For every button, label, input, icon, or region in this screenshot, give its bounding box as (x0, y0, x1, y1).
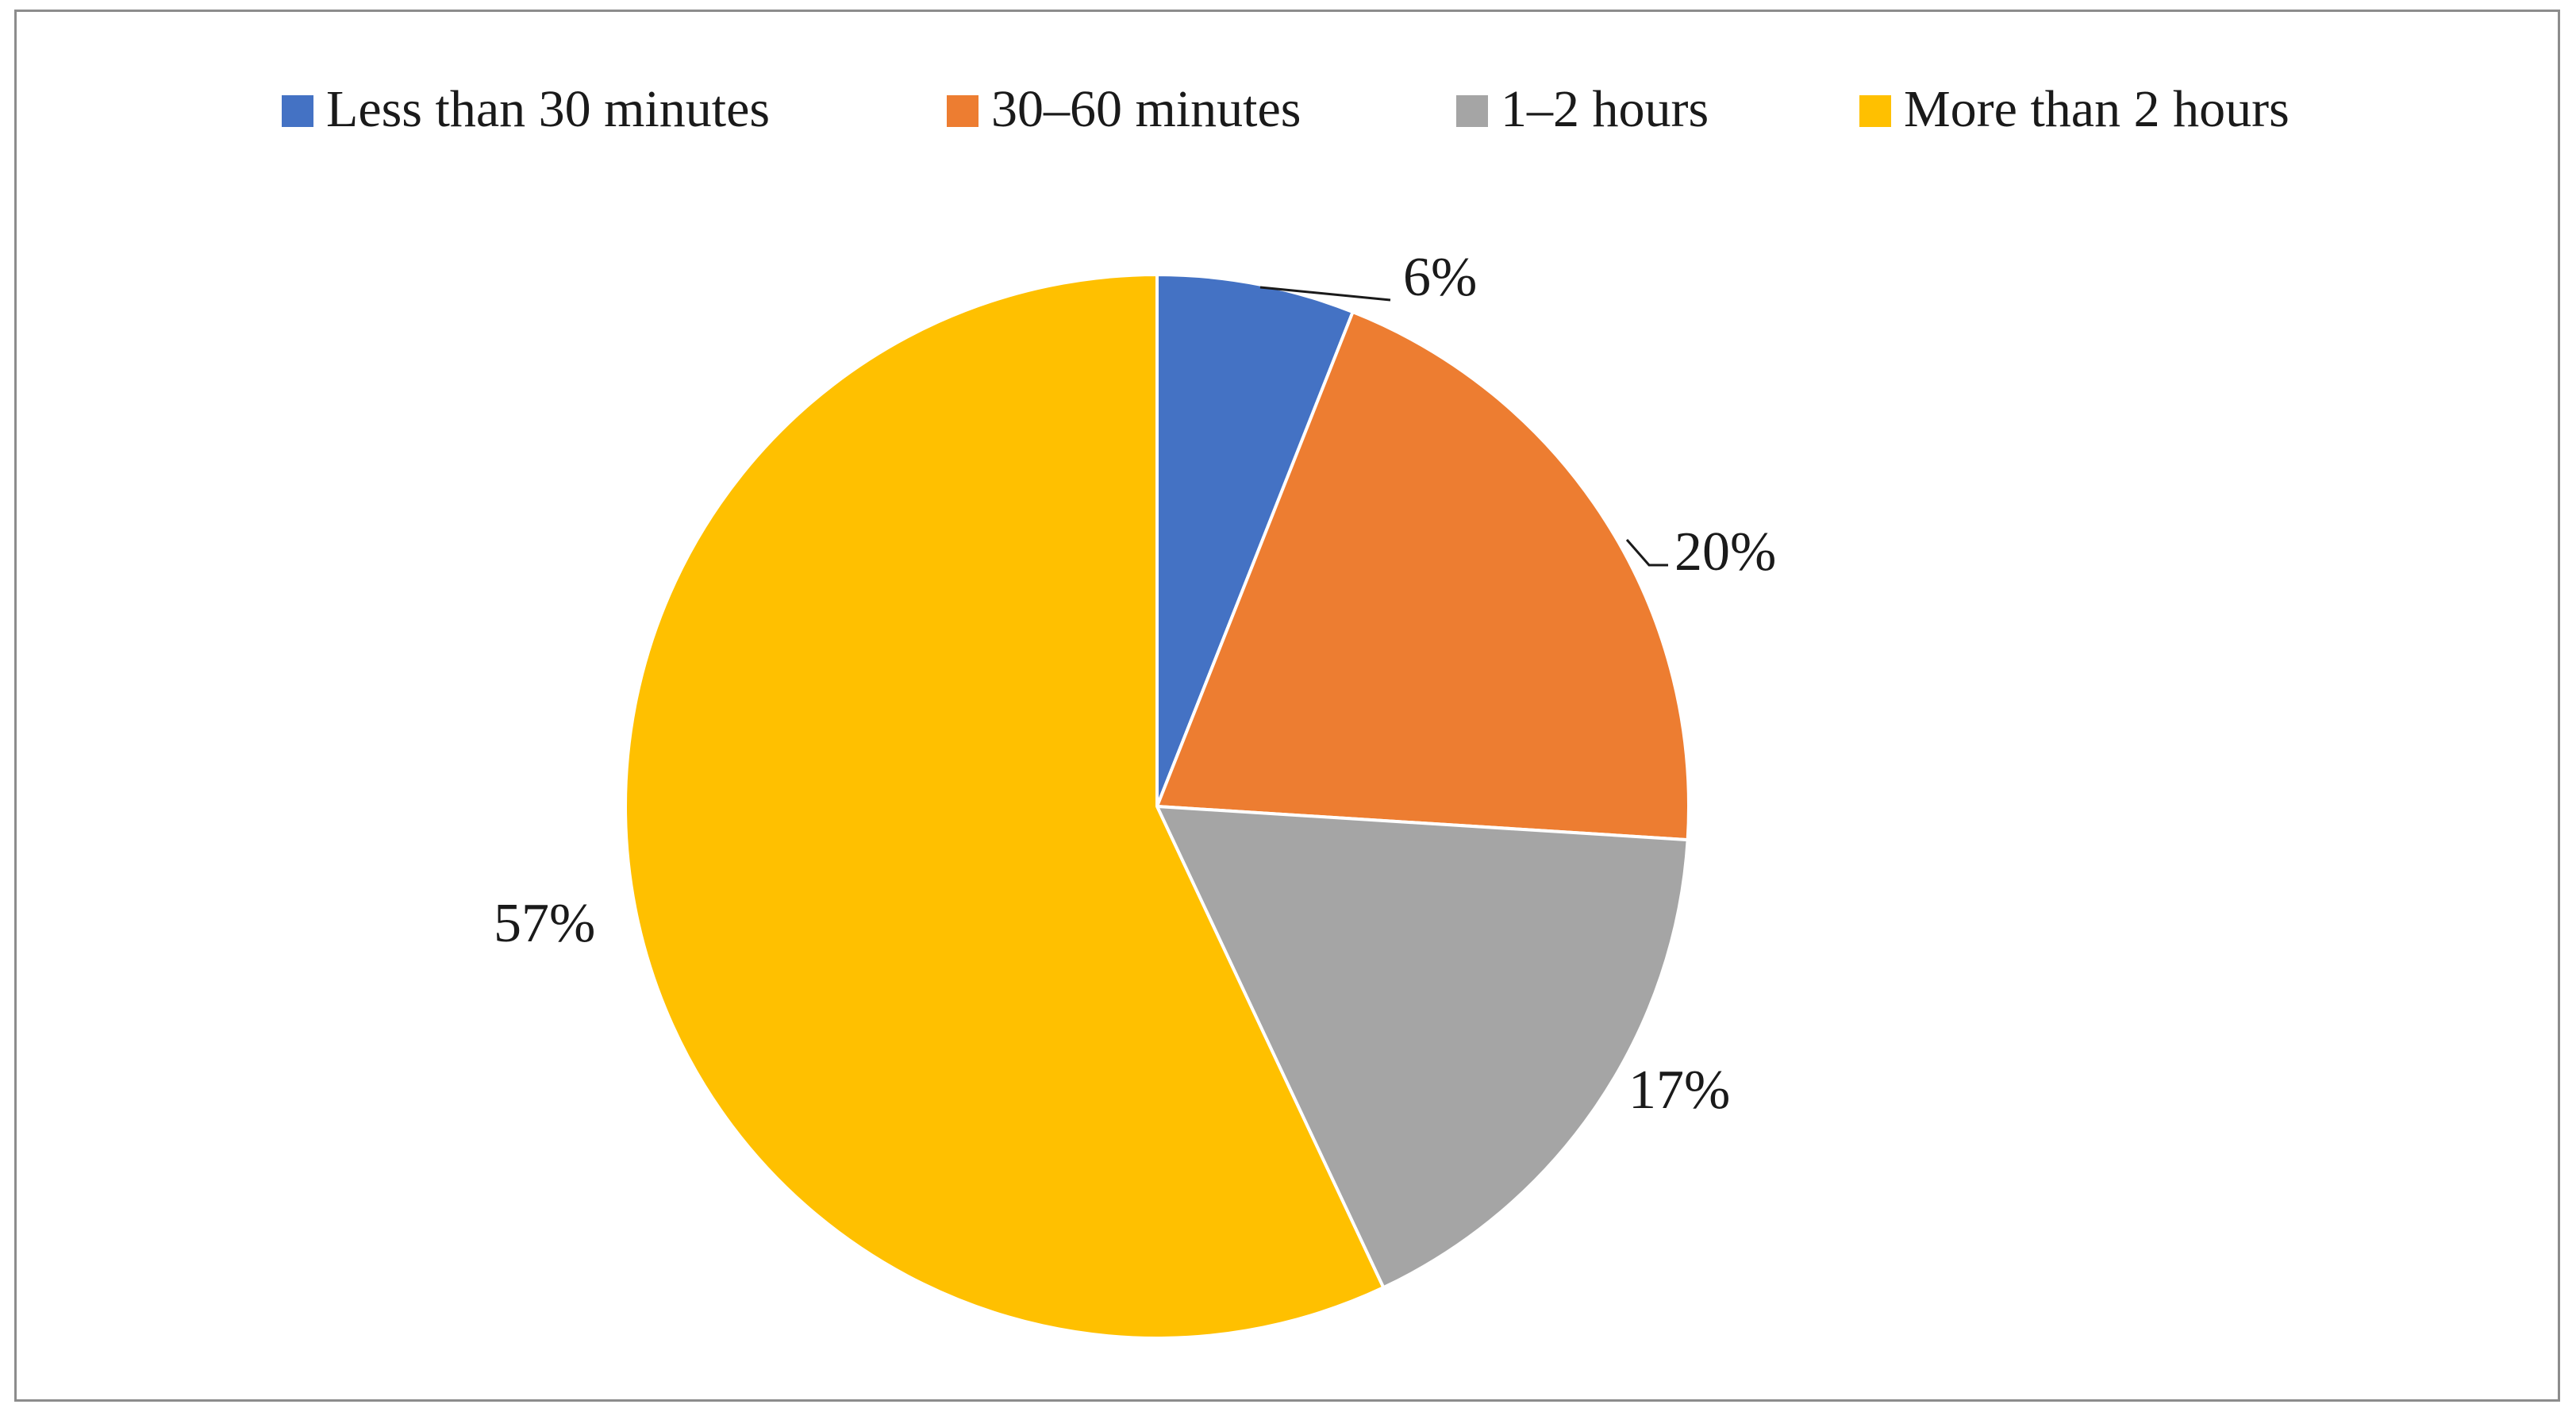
data-label-1-2-hours: 17% (1628, 1060, 1730, 1121)
legend-swatch-30-60-minutes (947, 95, 978, 127)
legend: Less than 30 minutes 30–60 minutes 1–2 hou… (282, 80, 2290, 138)
legend-label-more-than-2-hours: More than 2 hours (1904, 80, 2290, 138)
data-labels: 6% 20% 17% 57% (494, 247, 1776, 1121)
legend-label-30-60-minutes: 30–60 minutes (991, 80, 1301, 138)
data-label-30-60-minutes: 20% (1674, 521, 1776, 583)
leader-line-30-60-minutes (1625, 539, 1668, 567)
pie-slices (623, 273, 1691, 1340)
leader-line-less-than-30-minutes (1259, 286, 1391, 302)
legend-swatch-more-than-2-hours (1859, 95, 1891, 127)
slice-more-than-2-hours (623, 273, 1386, 1340)
slice-30-60-minutes (1155, 310, 1691, 842)
slice-1-2-hours (1155, 805, 1690, 1290)
legend-label-less-than-30-minutes: Less than 30 minutes (326, 80, 770, 138)
leader-lines (1259, 286, 1668, 567)
legend-label-1-2-hours: 1–2 hours (1501, 80, 1709, 138)
slice-less-than-30-minutes (1155, 273, 1355, 808)
data-label-more-than-2-hours: 57% (494, 893, 595, 954)
data-label-less-than-30-minutes: 6% (1403, 247, 1477, 308)
legend-swatch-1-2-hours (1456, 95, 1488, 127)
legend-swatch-less-than-30-minutes (282, 95, 313, 127)
